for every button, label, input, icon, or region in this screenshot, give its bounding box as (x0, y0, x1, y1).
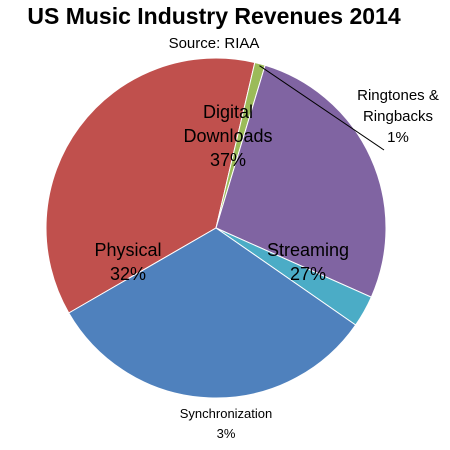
chart-subtitle: Source: RIAA (169, 35, 260, 52)
slice-label-streaming: Streaming 27% (267, 240, 349, 284)
pie-slices (45, 57, 387, 399)
slice-label-digital-downloads: Digital Downloads 37% (183, 102, 272, 170)
slice-label-ringtones-ringbacks: Ringtones & Ringbacks 1% (357, 87, 439, 146)
slice-labels: Digital Downloads 37% Ringtones & Ringbacks 1… (94, 87, 438, 441)
chart-title: US Music Industry Revenues 2014 (27, 3, 400, 29)
pie-slice-physical (68, 227, 357, 399)
leader-lines (259, 65, 385, 151)
pie-slice-digital-downloads (45, 57, 256, 314)
leader-line-ringtones-ringbacks (259, 65, 385, 151)
slice-label-synchronization: Synchronization 3% (180, 406, 273, 441)
slice-label-physical: Physical 32% (94, 240, 161, 284)
pie-slice-streaming (215, 64, 387, 298)
